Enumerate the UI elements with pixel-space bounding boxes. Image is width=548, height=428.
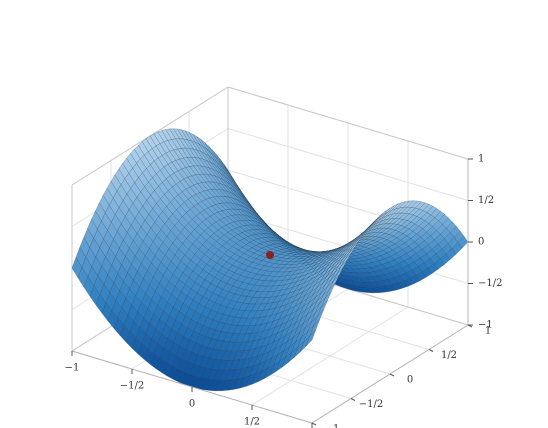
z-tick-label: 1/2 [478,195,494,206]
x-tick-label: 0 [189,399,195,410]
box-edge [227,86,469,160]
z-tick-label: 1 [478,154,484,165]
x-tick-label: −1 [65,363,80,374]
tick-layer: −1−1/201/21−1−1/201/21−1−1/201/21 [65,154,502,428]
y-tick-label: −1/2 [359,399,383,410]
z-tick-label: −1 [478,320,493,331]
y-tick-mark [350,398,356,401]
critical-point-marker [266,251,274,259]
surface-patch [305,329,317,347]
y-tick-mark [428,349,434,352]
y-tick-mark [311,422,317,426]
floor-gridline [251,306,409,406]
critical-point-layer [266,251,274,259]
y-tick-label: −1 [325,424,340,428]
x-tick-label: −1/2 [120,381,144,392]
y-tick-label: 1/2 [441,350,457,361]
y-tick-label: 1 [485,326,491,337]
y-tick-label: 0 [407,375,413,386]
surface-mesh [71,128,469,392]
back-wall-gridline [227,128,469,201]
z-tick-label: 0 [478,237,484,248]
z-tick-label: −1/2 [478,278,502,289]
y-tick-mark [389,373,395,377]
x-tick-label: 1/2 [244,417,260,428]
